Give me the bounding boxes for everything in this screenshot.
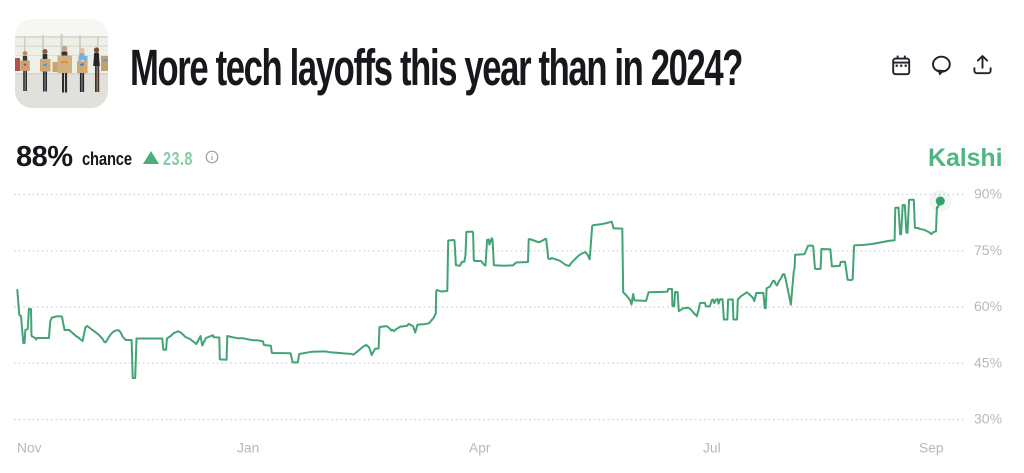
svg-text:75%: 75%	[974, 242, 1002, 258]
svg-text:Jan: Jan	[237, 441, 259, 456]
svg-text:30%: 30%	[974, 411, 1002, 427]
svg-text:Nov: Nov	[17, 441, 42, 456]
svg-text:Jul: Jul	[703, 441, 721, 456]
svg-text:Sep: Sep	[919, 441, 944, 456]
svg-text:90%: 90%	[974, 186, 1002, 202]
svg-text:60%: 60%	[974, 298, 1002, 314]
svg-text:Apr: Apr	[469, 441, 491, 456]
svg-text:45%: 45%	[974, 354, 1002, 370]
